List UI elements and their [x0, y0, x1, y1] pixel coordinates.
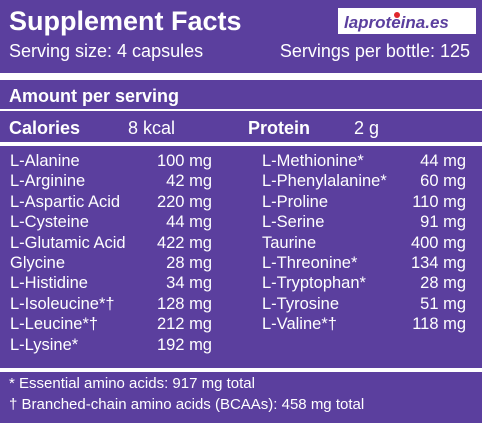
amount-heading: Amount per serving — [9, 86, 180, 106]
divider — [0, 368, 482, 372]
ingredient-amount: 28 mg — [420, 274, 466, 293]
ingredient-name: L-Lysine* — [10, 335, 79, 354]
footnote: * Essential amino acids: 917 mg total — [9, 375, 255, 392]
ingredient-name: Taurine — [262, 233, 317, 252]
serving-size: Serving size: 4 capsules — [9, 41, 204, 61]
ingredient-amount: 128 mg — [156, 294, 212, 313]
protein-label: Protein — [248, 118, 311, 138]
calories-amount: 8 kcal — [128, 118, 176, 138]
protein-amount: 2 g — [354, 118, 380, 138]
ingredient-amount: 400 mg — [410, 233, 466, 252]
ingredient-amount: 110 mg — [412, 192, 466, 211]
ingredient-amount: 44 mg — [420, 152, 466, 170]
ingredient-name: Glycine — [10, 254, 66, 272]
ingredient-amount: 100 mg — [156, 152, 212, 170]
ingredient-name: L-Tyrosine — [262, 294, 340, 313]
ingredient-name: L-Aspartic Acid — [10, 192, 121, 211]
logo-text: laproteina.es — [344, 13, 449, 32]
ingredient-name: L-Valine*† — [262, 315, 337, 334]
ingredient-amount: 220 mg — [156, 192, 212, 211]
ingredient-amount: 34 mg — [166, 274, 212, 293]
ingredient-amount: 118 mg — [412, 315, 466, 334]
ingredient-amount: 212 mg — [156, 315, 212, 334]
ingredient-amount: 44 mg — [166, 213, 212, 232]
divider — [0, 73, 482, 80]
ingredient-name: L-Phenylalanine* — [262, 172, 387, 191]
divider — [0, 109, 482, 111]
ingredient-amount: 91 mg — [420, 213, 466, 232]
ingredient-name: L-Methionine* — [262, 152, 364, 170]
ingredient-name: L-Histidine — [10, 274, 88, 293]
footnote: † Branched-chain amino acids (BCAAs): 45… — [9, 396, 365, 413]
ingredient-name: L-Leucine*† — [10, 315, 99, 334]
ingredient-name: L-Serine — [262, 213, 325, 232]
ingredient-name: L-Proline — [262, 192, 329, 211]
ingredient-amount: 134 mg — [410, 254, 466, 272]
logo-dot — [394, 12, 400, 18]
ingredient-amount: 51 mg — [420, 294, 466, 313]
ingredient-amount: 28 mg — [166, 254, 212, 272]
calories-label: Calories — [9, 118, 81, 138]
ingredient-amount: 422 mg — [156, 233, 212, 252]
ingredient-name: L-Threonine* — [262, 254, 358, 272]
title: Supplement Facts — [9, 6, 242, 36]
ingredient-amount: 192 mg — [156, 335, 212, 354]
ingredient-amount: 60 mg — [420, 172, 466, 191]
ingredient-name: L-Arginine — [10, 172, 86, 191]
divider — [0, 142, 482, 146]
ingredient-name: L-Cysteine — [10, 213, 89, 232]
logo: laproteina.es — [338, 8, 476, 34]
ingredient-name: L-Isoleucine*† — [10, 294, 115, 313]
servings-per-bottle: Servings per bottle: 125 — [279, 41, 470, 61]
ingredient-name: L-Tryptophan* — [262, 274, 366, 293]
ingredient-name: L-Alanine — [10, 152, 80, 170]
ingredient-name: L-Glutamic Acid — [10, 233, 126, 252]
ingredient-amount: 42 mg — [166, 172, 212, 191]
